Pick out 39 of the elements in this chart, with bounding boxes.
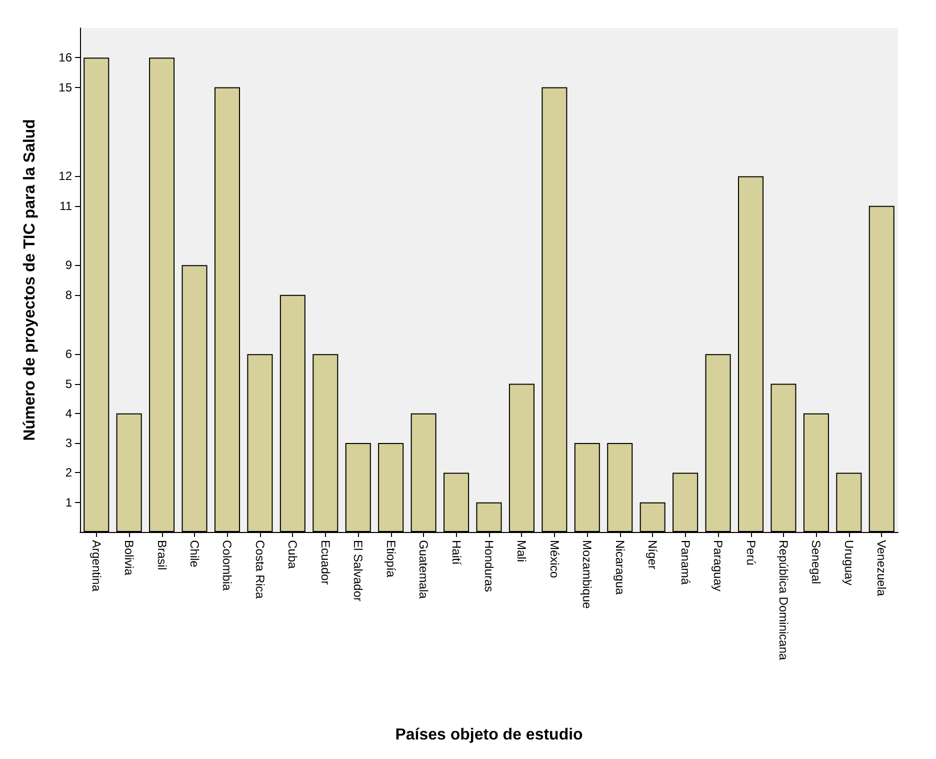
x-tick-label: Haití [449, 540, 464, 566]
y-tick-label: 3 [65, 436, 72, 450]
x-tick-label: El Salvador [351, 540, 366, 602]
y-tick-label: 9 [65, 258, 72, 272]
x-tick-label: México [547, 540, 562, 578]
x-tick-label: República Dominicana [776, 540, 790, 660]
x-tick-label: Bolivia [122, 540, 136, 576]
y-tick-label: 16 [58, 50, 72, 65]
y-tick-label: 6 [65, 347, 72, 362]
x-tick-label: Chile [188, 540, 202, 568]
y-axis-title: Número de proyectos de TIC para la Salud [22, 119, 38, 441]
x-tick-label: Mozambique [580, 540, 594, 610]
x-tick-label: Uruguay [842, 540, 856, 586]
x-tick-label: Venezuela [874, 540, 889, 596]
x-tick-label: Etiopía [384, 540, 398, 578]
x-tick-label: Argentina [89, 540, 104, 592]
x-tick-label: Senegal [809, 540, 824, 584]
x-axis-title: Países objeto de estudio [395, 726, 584, 744]
x-tick-label: Níger [646, 540, 660, 570]
x-tick-label: Nicaragua [612, 540, 627, 596]
x-tick-label: Paraguay [711, 540, 726, 592]
x-tick-label: Mali [514, 540, 529, 562]
x-tick-label: Cuba [286, 540, 300, 570]
x-tick-label: Panamá [678, 540, 692, 586]
x-tick-label: Colombia [220, 540, 234, 592]
y-tick-label: 5 [65, 376, 72, 391]
y-tick-label: 11 [60, 198, 72, 213]
x-tick-label: Costa Rica [252, 540, 267, 600]
y-tick-label: 1 [65, 495, 72, 510]
x-tick-label: Perú [744, 540, 758, 566]
y-tick-label: 12 [58, 169, 72, 184]
y-tick-label: 8 [65, 288, 72, 302]
y-tick-label: 15 [58, 80, 72, 94]
y-tick-label: 4 [65, 406, 72, 420]
y-tick-label: 2 [65, 466, 72, 480]
x-tick-label: Brasil [154, 540, 169, 570]
x-tick-label: Ecuador [318, 540, 332, 585]
x-tick-label: Guatemala [416, 540, 431, 600]
x-tick-label: Honduras [482, 540, 496, 592]
